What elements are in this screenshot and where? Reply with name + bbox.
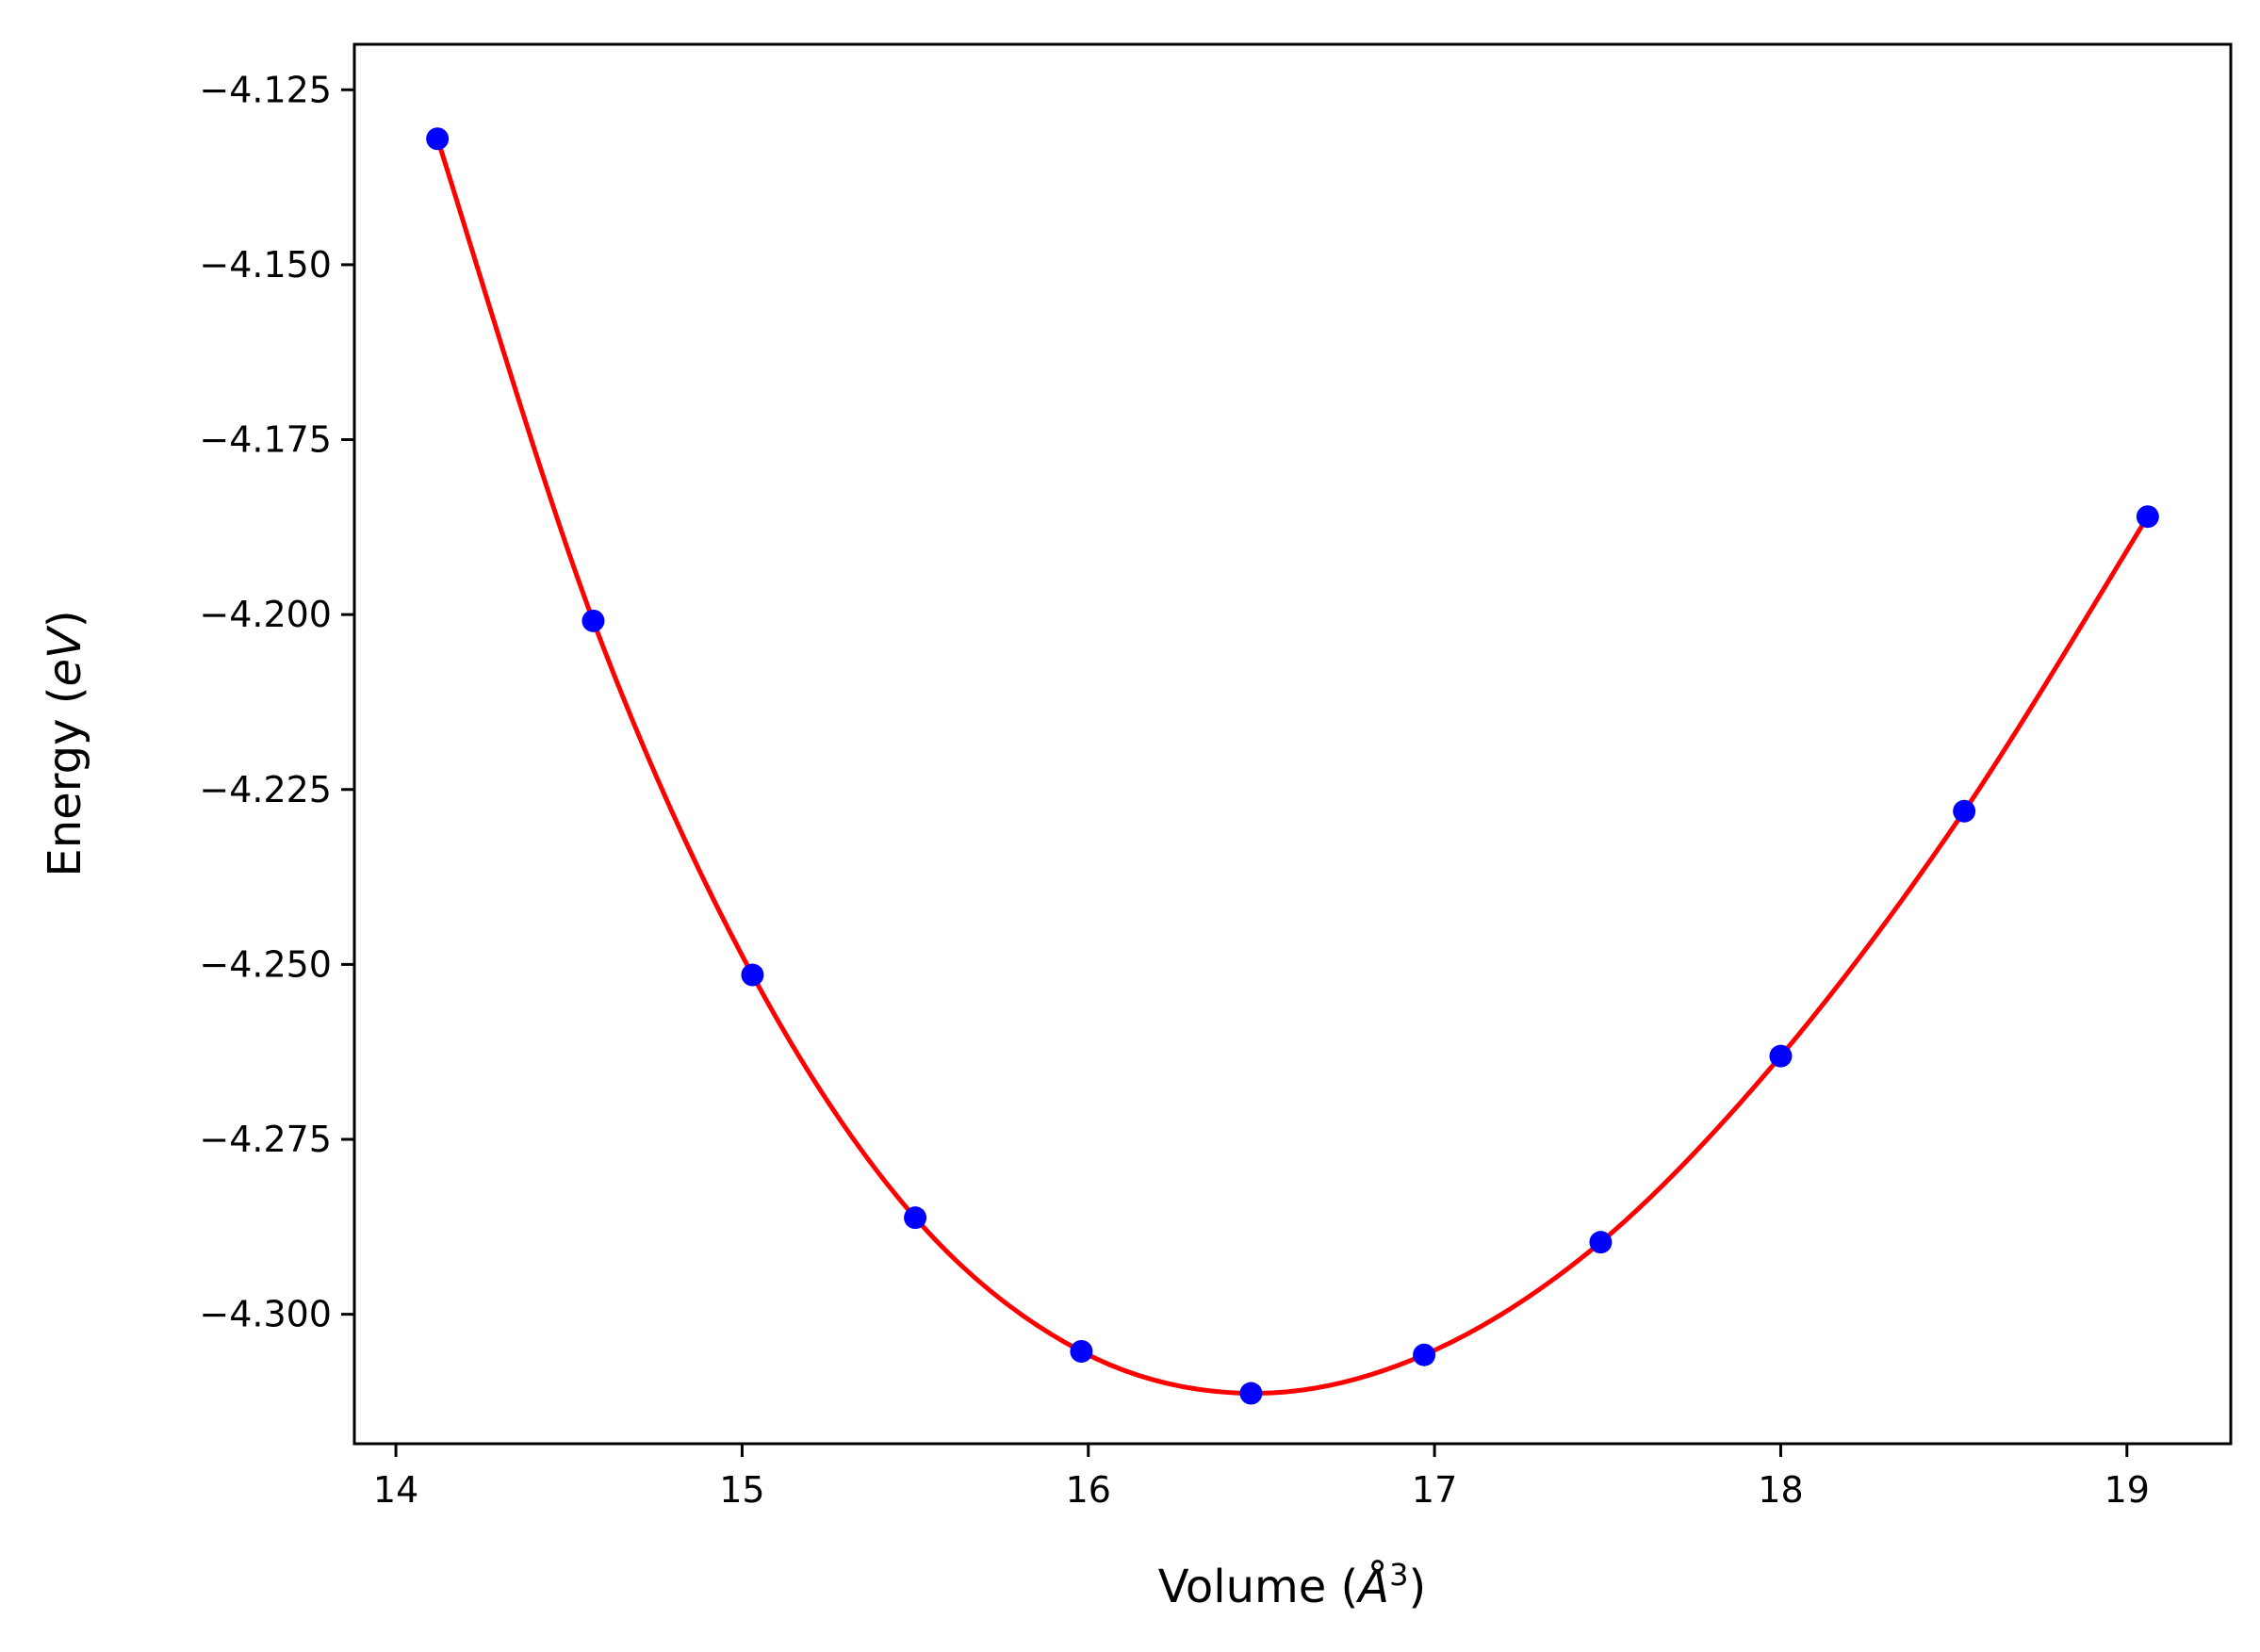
y-tick-label: −4.300 (199, 1294, 332, 1335)
data-point (426, 127, 450, 151)
data-point (581, 609, 605, 632)
data-point (1769, 1044, 1793, 1068)
y-tick-label: −4.250 (199, 943, 332, 985)
x-tick-label: 19 (2104, 1469, 2150, 1511)
plot-frame (352, 42, 2233, 1446)
data-point (1413, 1343, 1436, 1366)
x-tick-label: 16 (1066, 1469, 1111, 1511)
y-tick-label: −4.175 (199, 419, 332, 461)
y-axis-title: Energy (eV) (39, 610, 91, 876)
plot-area (354, 44, 2231, 1444)
data-point (1070, 1339, 1093, 1363)
data-point (1239, 1382, 1263, 1405)
y-tick-label: −4.225 (199, 769, 332, 810)
data-points-layer (426, 127, 2159, 1405)
data-point (741, 963, 764, 987)
data-point (1589, 1231, 1613, 1254)
x-axis-title: Volume (Å3) (1158, 1557, 1426, 1613)
y-tick-label: −4.150 (199, 244, 332, 286)
fit-curve-line (434, 138, 2150, 1397)
data-point (904, 1206, 927, 1230)
x-axis-ticks: 14 15 16 17 18 19 (373, 1444, 2150, 1511)
y-tick-label: −4.200 (199, 594, 332, 635)
y-axis-ticks: −4.125 −4.150 −4.175 −4.200 −4.225 −4.250 −4.2… (199, 69, 354, 1335)
data-point (2136, 505, 2159, 529)
x-tick-label: 15 (719, 1469, 764, 1511)
fit-curve-layer (434, 138, 2150, 1397)
data-point (1953, 799, 1976, 823)
x-tick-label: 18 (1758, 1469, 1803, 1511)
y-tick-label: −4.125 (199, 69, 332, 110)
x-tick-label: 14 (373, 1469, 418, 1511)
y-tick-label: −4.275 (199, 1119, 332, 1160)
x-tick-label: 17 (1412, 1469, 1457, 1511)
